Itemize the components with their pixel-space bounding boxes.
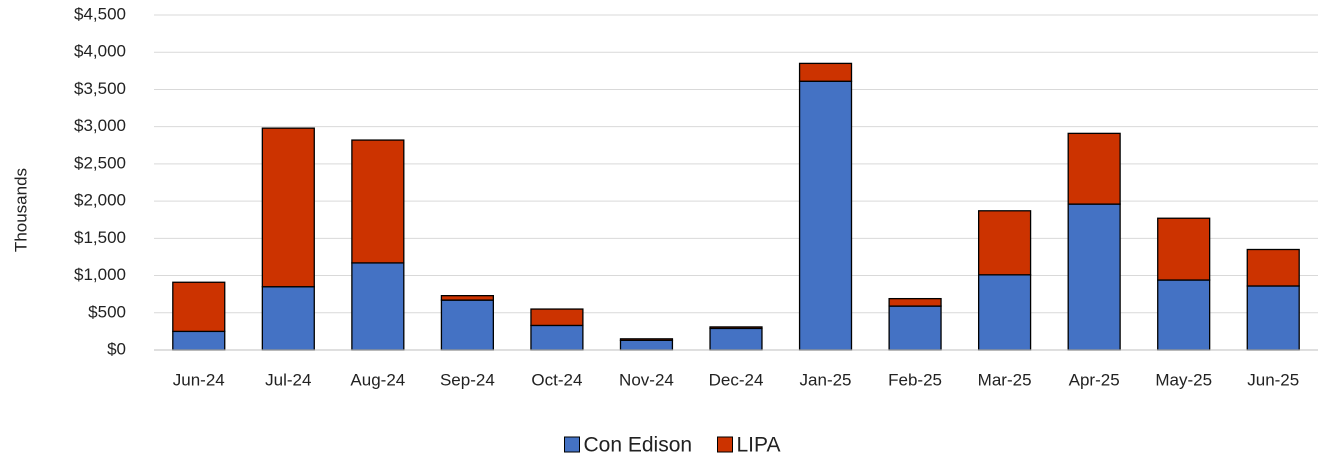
x-tick-label: Feb-25	[888, 370, 942, 389]
x-tick-label: Sep-24	[440, 370, 495, 389]
y-tick-label: $3,000	[74, 116, 126, 135]
bar-segment	[619, 338, 674, 341]
x-tick-label: Aug-24	[350, 370, 405, 389]
bar-segment	[351, 262, 405, 351]
y-tick-label: $1,000	[74, 265, 126, 284]
y-axis-title: Thousands	[11, 168, 30, 252]
x-tick-label: Nov-24	[619, 370, 674, 389]
bar-segment	[530, 324, 584, 351]
x-tick-label: Oct-24	[531, 370, 582, 389]
y-tick-label: $0	[107, 339, 126, 358]
x-tick-label: Mar-25	[978, 370, 1032, 389]
bar-segment	[798, 62, 853, 82]
legend-swatch	[717, 436, 733, 453]
x-tick-label: Apr-25	[1069, 370, 1120, 389]
bar-segment	[798, 80, 853, 351]
bar-segment	[1246, 285, 1300, 351]
y-tick-label: $2,000	[74, 191, 126, 210]
bar-segment	[709, 326, 763, 330]
bar-segment	[977, 274, 1032, 351]
bar-segment	[1157, 217, 1211, 281]
bar-segment	[1067, 203, 1121, 351]
bar-segment	[530, 308, 584, 327]
legend-label: Con Edison	[584, 434, 693, 457]
y-tick-label: $4,500	[74, 4, 126, 23]
bar-segment	[1067, 132, 1121, 205]
x-tick-label: Jun-24	[173, 370, 225, 389]
bar-segment	[440, 299, 495, 351]
y-tick-label: $2,500	[74, 153, 126, 172]
bar-segment	[619, 339, 674, 351]
legend-label: LIPA	[737, 434, 781, 457]
bar-segment	[977, 210, 1032, 276]
x-tick-label: Dec-24	[709, 370, 764, 389]
y-tick-label: $3,500	[74, 79, 126, 98]
y-tick-label: $1,500	[74, 228, 126, 247]
bar-segment	[888, 305, 942, 351]
x-tick-label: Jan-25	[800, 370, 852, 389]
bar-segment	[261, 286, 315, 351]
bar-segment	[1246, 248, 1300, 287]
x-tick-label: May-25	[1155, 370, 1212, 389]
bar-segment	[351, 139, 405, 264]
bar-segment	[888, 297, 942, 307]
y-tick-label: $500	[88, 302, 126, 321]
legend-swatch	[564, 436, 580, 453]
bar-segment	[440, 295, 495, 301]
bar-segment	[172, 330, 226, 351]
bar-segment	[1157, 279, 1211, 351]
bar-segment	[261, 127, 315, 288]
x-tick-label: Jul-24	[265, 370, 311, 389]
y-tick-label: $4,000	[74, 42, 126, 61]
bar-segment	[172, 281, 226, 333]
bar-segment	[709, 327, 763, 351]
x-tick-label: Jun-25	[1247, 370, 1299, 389]
